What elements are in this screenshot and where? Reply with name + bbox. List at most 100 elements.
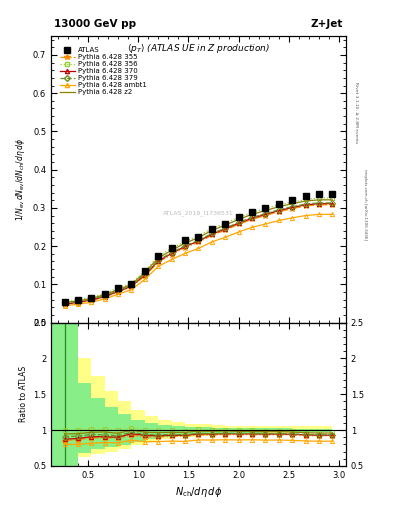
ATLAS — [129, 281, 134, 287]
Pythia 6.428 379 — [290, 204, 294, 210]
Pythia 6.428 ambt1 — [303, 212, 308, 219]
ATLAS — [196, 233, 201, 240]
Pythia 6.428 379 — [169, 249, 174, 255]
Pythia 6.428 z2 — [62, 300, 67, 306]
Pythia 6.428 370 — [290, 204, 294, 210]
Pythia 6.428 370 — [103, 293, 107, 300]
Text: $\langle p_T\rangle$ (ATLAS UE in Z production): $\langle p_T\rangle$ (ATLAS UE in Z prod… — [127, 41, 270, 55]
Pythia 6.428 ambt1 — [156, 263, 161, 269]
Pythia 6.428 356 — [116, 285, 121, 291]
ATLAS — [116, 285, 121, 291]
Pythia 6.428 370 — [169, 250, 174, 257]
Pythia 6.428 z2 — [236, 216, 241, 222]
ATLAS — [169, 245, 174, 251]
Pythia 6.428 379 — [196, 237, 201, 243]
Pythia 6.428 ambt1 — [89, 299, 94, 305]
Pythia 6.428 356 — [330, 195, 335, 201]
X-axis label: $N_\mathrm{ch}/d\eta\,d\phi$: $N_\mathrm{ch}/d\eta\,d\phi$ — [175, 485, 222, 499]
ATLAS — [250, 209, 254, 216]
Pythia 6.428 355 — [209, 232, 214, 239]
Pythia 6.428 356 — [236, 215, 241, 221]
Pythia 6.428 356 — [223, 220, 228, 226]
Line: ATLAS: ATLAS — [62, 191, 335, 304]
Pythia 6.428 ambt1 — [250, 224, 254, 230]
Pythia 6.428 ambt1 — [276, 218, 281, 224]
Pythia 6.428 z2 — [290, 201, 294, 207]
Pythia 6.428 355 — [196, 239, 201, 245]
Pythia 6.428 ambt1 — [75, 301, 80, 307]
Pythia 6.428 355 — [103, 294, 107, 300]
Pythia 6.428 356 — [250, 209, 254, 216]
Pythia 6.428 ambt1 — [317, 211, 321, 218]
Pythia 6.428 355 — [143, 273, 147, 279]
Pythia 6.428 356 — [62, 298, 67, 305]
ATLAS — [317, 191, 321, 198]
Pythia 6.428 370 — [263, 211, 268, 218]
Pythia 6.428 ambt1 — [236, 229, 241, 235]
Line: Pythia 6.428 370: Pythia 6.428 370 — [62, 202, 334, 306]
Pythia 6.428 370 — [89, 297, 94, 303]
Pythia 6.428 356 — [276, 202, 281, 208]
ATLAS — [62, 298, 67, 305]
Line: Pythia 6.428 355: Pythia 6.428 355 — [62, 202, 335, 307]
Pythia 6.428 z2 — [183, 240, 187, 246]
Pythia 6.428 355 — [129, 284, 134, 290]
Pythia 6.428 355 — [156, 259, 161, 265]
Pythia 6.428 z2 — [116, 287, 121, 293]
Pythia 6.428 379 — [143, 271, 147, 277]
ATLAS — [103, 291, 107, 297]
Pythia 6.428 379 — [330, 200, 335, 206]
Pythia 6.428 356 — [75, 296, 80, 303]
Pythia 6.428 355 — [75, 300, 80, 306]
Pythia 6.428 356 — [89, 294, 94, 301]
Pythia 6.428 379 — [317, 200, 321, 206]
Pythia 6.428 z2 — [156, 255, 161, 261]
Pythia 6.428 ambt1 — [330, 211, 335, 218]
Line: Pythia 6.428 ambt1: Pythia 6.428 ambt1 — [62, 212, 334, 308]
Pythia 6.428 370 — [330, 201, 335, 207]
Pythia 6.428 379 — [263, 210, 268, 217]
Text: Rivet 3.1.10, ≥ 2.8M events: Rivet 3.1.10, ≥ 2.8M events — [354, 82, 358, 143]
ATLAS — [75, 296, 80, 303]
Text: 13000 GeV pp: 13000 GeV pp — [54, 18, 136, 29]
Pythia 6.428 356 — [290, 199, 294, 205]
Pythia 6.428 z2 — [129, 281, 134, 287]
Pythia 6.428 356 — [196, 233, 201, 239]
Pythia 6.428 379 — [209, 230, 214, 237]
ATLAS — [330, 191, 335, 198]
Pythia 6.428 z2 — [169, 247, 174, 253]
Pythia 6.428 355 — [250, 216, 254, 222]
Pythia 6.428 355 — [62, 302, 67, 308]
Pythia 6.428 370 — [183, 243, 187, 249]
Pythia 6.428 379 — [156, 257, 161, 263]
ATLAS — [236, 215, 241, 221]
ATLAS — [183, 237, 187, 243]
Pythia 6.428 z2 — [209, 227, 214, 233]
ATLAS — [276, 201, 281, 207]
Legend: ATLAS, Pythia 6.428 355, Pythia 6.428 356, Pythia 6.428 370, Pythia 6.428 379, P: ATLAS, Pythia 6.428 355, Pythia 6.428 35… — [57, 45, 149, 97]
Pythia 6.428 356 — [156, 253, 161, 259]
Pythia 6.428 379 — [303, 201, 308, 207]
Pythia 6.428 370 — [317, 201, 321, 207]
Pythia 6.428 370 — [156, 258, 161, 264]
Line: Pythia 6.428 379: Pythia 6.428 379 — [62, 201, 334, 306]
Pythia 6.428 ambt1 — [103, 296, 107, 302]
Pythia 6.428 379 — [62, 301, 67, 307]
Pythia 6.428 356 — [143, 268, 147, 274]
ATLAS — [263, 205, 268, 211]
ATLAS — [209, 226, 214, 232]
Pythia 6.428 356 — [129, 280, 134, 286]
Pythia 6.428 z2 — [330, 197, 335, 203]
Pythia 6.428 355 — [236, 221, 241, 227]
Pythia 6.428 ambt1 — [183, 250, 187, 257]
ATLAS — [143, 268, 147, 274]
Pythia 6.428 z2 — [196, 234, 201, 241]
Pythia 6.428 ambt1 — [143, 276, 147, 283]
Pythia 6.428 355 — [317, 202, 321, 208]
Pythia 6.428 379 — [223, 225, 228, 231]
Pythia 6.428 355 — [183, 245, 187, 251]
Pythia 6.428 z2 — [303, 198, 308, 204]
Y-axis label: Ratio to ATLAS: Ratio to ATLAS — [18, 366, 28, 422]
Pythia 6.428 z2 — [75, 297, 80, 304]
ATLAS — [156, 252, 161, 259]
